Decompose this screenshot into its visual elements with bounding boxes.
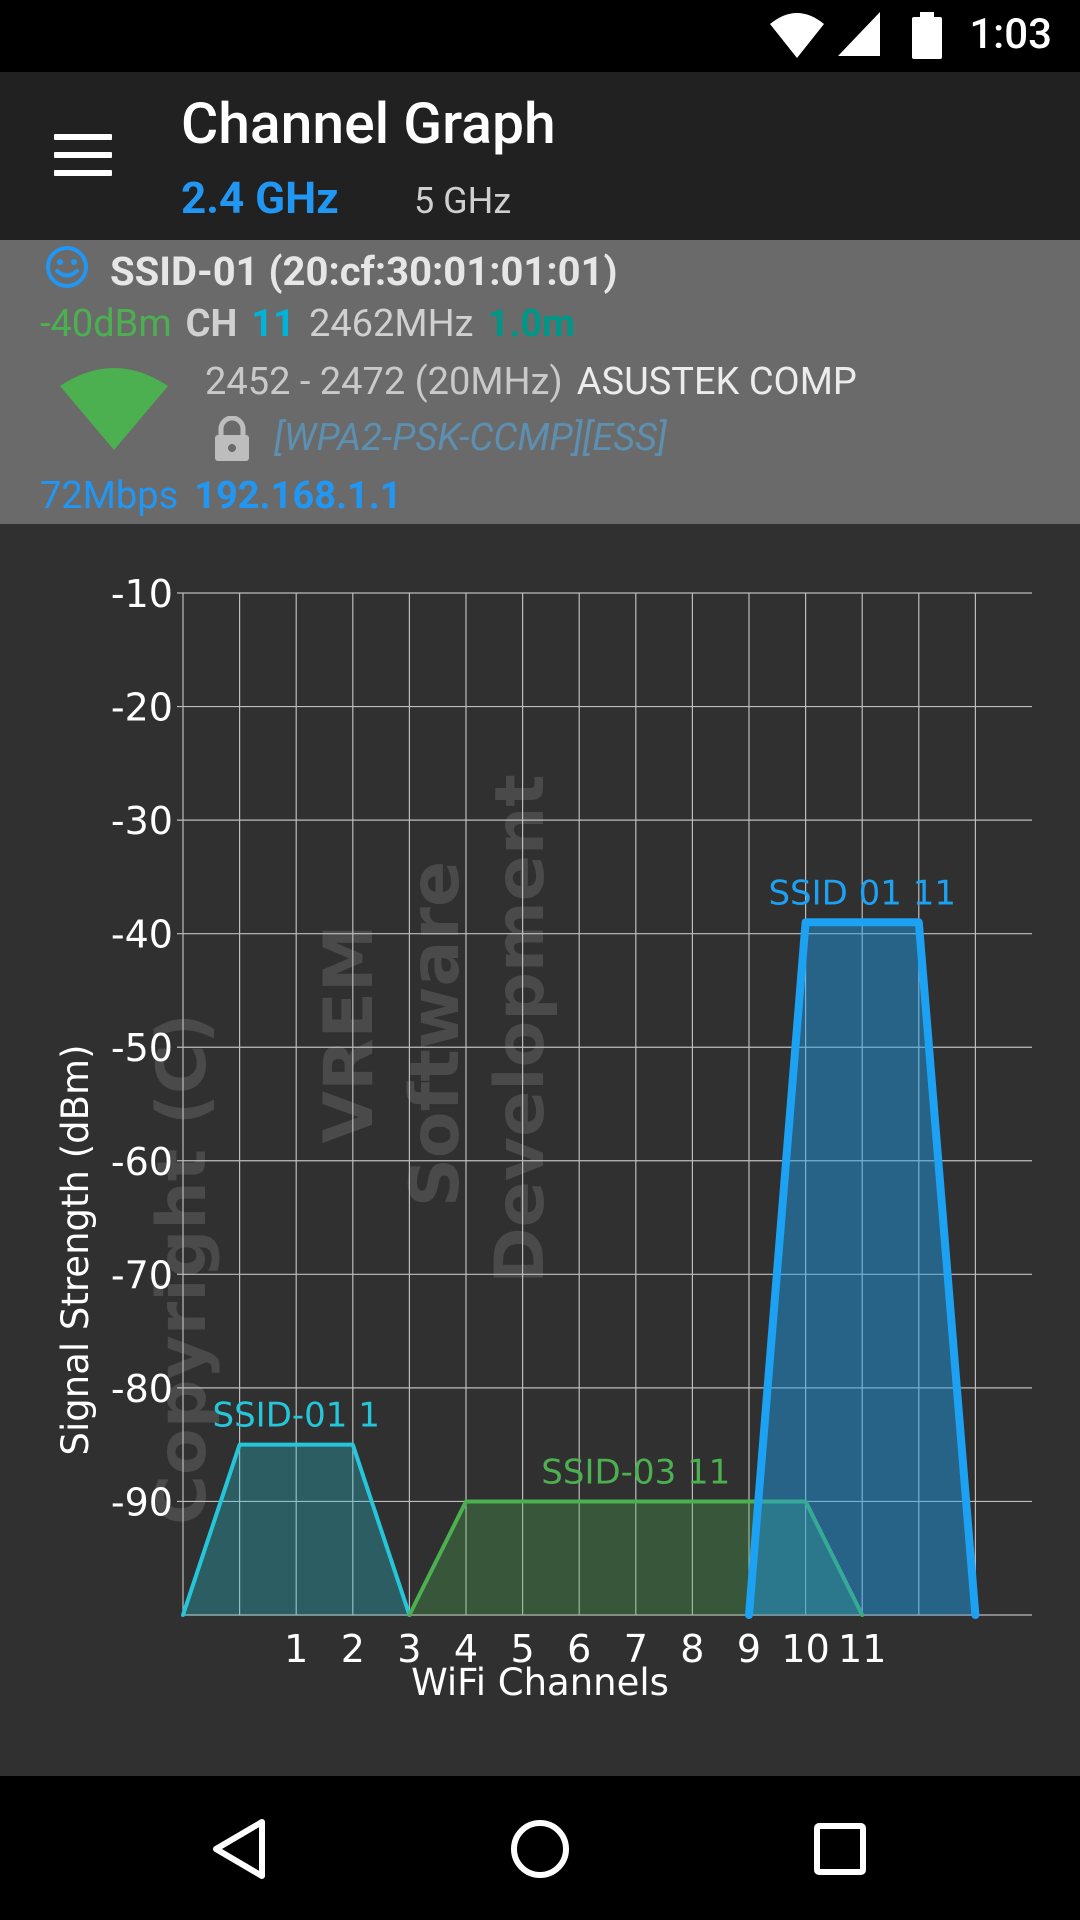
frequency-range: 2452 - 2472 (20MHz) [205, 360, 563, 404]
hamburger-menu-icon[interactable] [54, 134, 114, 178]
lock-icon [215, 416, 249, 461]
wifi-icon [770, 13, 824, 58]
page-title: Channel Graph [181, 90, 556, 157]
y-tick-label: -30 [111, 799, 173, 843]
frequency: 2462MHz [308, 302, 474, 346]
series-line [407, 1499, 865, 1617]
y-axis-ticks: -10 -20 -30 -40 -50 -60 -70 -80 -90 [111, 572, 173, 1524]
distance: 1.0m [487, 302, 576, 346]
series-line [181, 1442, 412, 1617]
security-capabilities: [WPA2-PSK-CCMP][ESS] [274, 416, 667, 460]
watermark-line-2: VREM [310, 924, 389, 1143]
x-tick-label: 8 [680, 1627, 704, 1671]
series-label: SSID-03 11 [541, 1452, 730, 1492]
y-tick-label: -20 [111, 686, 173, 730]
network-info-panel[interactable]: SSID-01 (20:cf:30:01:01:01) -40dBm CH 11 24… [0, 240, 1080, 524]
network-ssid: SSID-01 (20:cf:30:01:01:01) [110, 248, 618, 295]
app-bar: Channel Graph 2.4 GHz 5 GHz [0, 72, 1080, 240]
series-label: SSID-01 1 [213, 1396, 380, 1436]
x-axis-ticks: 1 2 3 4 5 6 7 8 9 10 11 [284, 1627, 886, 1671]
vendor-name: ASUSTEK COMP [576, 360, 857, 404]
frequency-range-row: 2452 - 2472 (20MHz) ASUSTEK COMP [205, 360, 857, 404]
x-tick-label: 11 [838, 1627, 886, 1671]
link-row: 72Mbps 192.168.1.1 [40, 474, 402, 518]
recents-icon[interactable] [805, 1814, 875, 1884]
y-tick-label: -10 [111, 572, 173, 616]
x-tick-label: 7 [624, 1627, 648, 1671]
battery-icon [912, 12, 942, 59]
watermark-line-4: Development [481, 774, 560, 1284]
home-icon[interactable] [505, 1814, 575, 1884]
chart-grid [177, 592, 1032, 1616]
x-tick-label: 4 [454, 1627, 478, 1671]
y-tick-label: -40 [111, 913, 173, 957]
wifi-strength-icon [60, 368, 168, 450]
x-tick-label: 3 [397, 1627, 421, 1671]
chart-series: SSID-01 1 SSID-03 11 SSID 01 11 [181, 873, 980, 1619]
series-area [183, 1444, 410, 1615]
y-tick-label: -80 [111, 1367, 173, 1411]
cell-signal-icon [838, 12, 880, 56]
series-area [749, 922, 976, 1615]
x-tick-label: 6 [567, 1627, 591, 1671]
channel-label: CH [185, 302, 238, 346]
x-tick-label: 9 [737, 1627, 761, 1671]
x-tick-label: 2 [341, 1627, 365, 1671]
network-details-row: -40dBm CH 11 2462MHz 1.0m [40, 302, 575, 346]
signal-strength: -40dBm [40, 302, 172, 346]
back-icon[interactable] [206, 1814, 276, 1884]
x-tick-label: 10 [781, 1627, 829, 1671]
y-axis-label: Signal Strength (dBm) [54, 1044, 97, 1455]
series-line [745, 918, 980, 1619]
y-tick-label: -70 [111, 1253, 173, 1297]
x-axis-label: WiFi Channels [411, 1661, 669, 1704]
clock: 1:03 [969, 10, 1052, 59]
link-rate: 72Mbps [40, 474, 179, 518]
tab-2-4-ghz[interactable]: 2.4 GHz [181, 172, 339, 224]
navigation-bar [0, 1776, 1080, 1920]
smiley-icon [46, 246, 88, 288]
ip-address: 192.168.1.1 [194, 474, 402, 518]
watermark-line-3: Software [396, 861, 475, 1207]
x-tick-label: 5 [511, 1627, 535, 1671]
y-tick-label: -60 [111, 1140, 173, 1184]
x-tick-label: 1 [284, 1627, 308, 1671]
channel-graph-chart: Copyright (C) VREM Software Development … [54, 572, 1032, 1704]
watermark: Copyright (C) VREM Software Development [143, 774, 560, 1525]
channel-number: 11 [251, 302, 295, 346]
y-tick-label: -90 [111, 1480, 173, 1524]
y-tick-label: -50 [111, 1026, 173, 1070]
series-label: SSID 01 11 [768, 873, 956, 913]
status-bar: 1:03 [0, 0, 1080, 72]
tab-5-ghz[interactable]: 5 GHz [414, 180, 512, 222]
